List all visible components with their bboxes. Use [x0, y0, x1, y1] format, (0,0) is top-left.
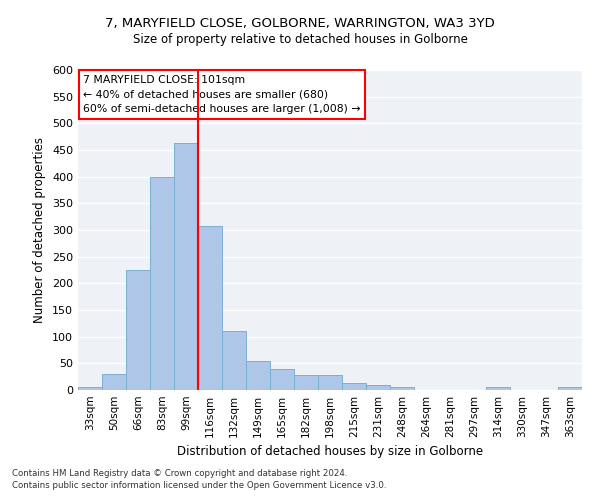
Text: 7 MARYFIELD CLOSE: 101sqm
← 40% of detached houses are smaller (680)
60% of semi: 7 MARYFIELD CLOSE: 101sqm ← 40% of detac… — [83, 75, 361, 114]
Bar — [486, 388, 510, 390]
Bar — [78, 388, 102, 390]
Bar — [126, 270, 150, 390]
Bar — [198, 226, 222, 390]
Text: Size of property relative to detached houses in Golborne: Size of property relative to detached ho… — [133, 32, 467, 46]
X-axis label: Distribution of detached houses by size in Golborne: Distribution of detached houses by size … — [177, 446, 483, 458]
Bar — [270, 368, 294, 390]
Text: Contains HM Land Registry data © Crown copyright and database right 2024.: Contains HM Land Registry data © Crown c… — [12, 468, 347, 477]
Bar — [174, 143, 198, 390]
Bar — [294, 375, 318, 390]
Bar — [342, 383, 366, 390]
Bar — [222, 332, 246, 390]
Bar — [558, 388, 582, 390]
Bar — [102, 374, 126, 390]
Bar — [246, 360, 270, 390]
Text: 7, MARYFIELD CLOSE, GOLBORNE, WARRINGTON, WA3 3YD: 7, MARYFIELD CLOSE, GOLBORNE, WARRINGTON… — [105, 18, 495, 30]
Bar — [390, 387, 414, 390]
Y-axis label: Number of detached properties: Number of detached properties — [34, 137, 46, 323]
Bar — [318, 375, 342, 390]
Bar — [366, 384, 390, 390]
Text: Contains public sector information licensed under the Open Government Licence v3: Contains public sector information licen… — [12, 481, 386, 490]
Bar — [150, 176, 174, 390]
